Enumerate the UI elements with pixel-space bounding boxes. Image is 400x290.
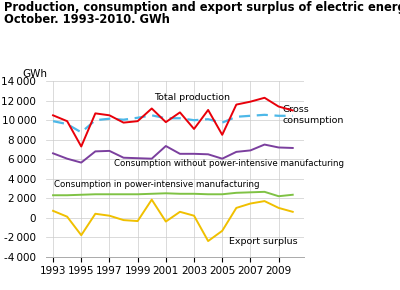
Text: Gross
consumption: Gross consumption xyxy=(283,105,344,125)
Text: Production, consumption and export surplus of electric energy in: Production, consumption and export surpl… xyxy=(4,1,400,14)
Text: Total production: Total production xyxy=(154,93,230,102)
Text: Consumption in power-intensive manufacturing: Consumption in power-intensive manufactu… xyxy=(54,180,260,189)
Text: GWh: GWh xyxy=(23,69,48,79)
Text: October. 1993-2010. GWh: October. 1993-2010. GWh xyxy=(4,13,170,26)
Text: Export surplus: Export surplus xyxy=(229,237,298,246)
Text: Consumption without power-intensive manufacturing: Consumption without power-intensive manu… xyxy=(114,159,344,168)
